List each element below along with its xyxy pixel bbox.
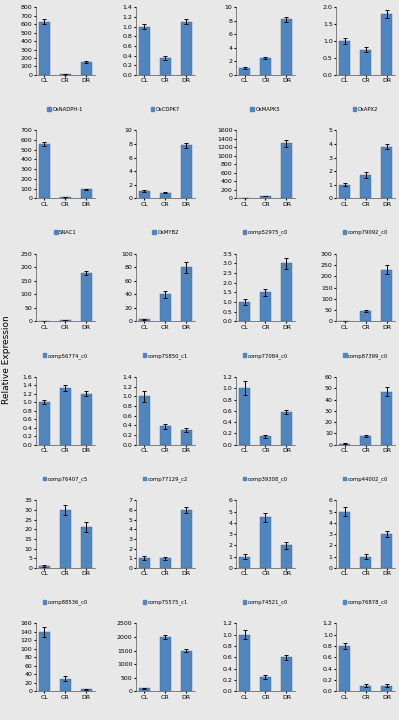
Bar xyxy=(260,436,271,445)
Bar xyxy=(360,436,371,445)
Legend: comp88536_c0: comp88536_c0 xyxy=(42,599,89,606)
Bar xyxy=(360,50,371,75)
Bar xyxy=(160,558,171,568)
Bar xyxy=(181,22,192,75)
Legend: comp77129_c2: comp77129_c2 xyxy=(142,476,189,482)
Bar xyxy=(239,557,250,568)
Bar xyxy=(260,58,271,75)
Bar xyxy=(139,320,150,321)
Bar xyxy=(39,144,50,198)
Bar xyxy=(281,545,292,568)
Legend: comp79092_c0: comp79092_c0 xyxy=(342,229,389,236)
Bar xyxy=(339,444,350,445)
Legend: OsCDPK7: OsCDPK7 xyxy=(150,106,181,112)
Legend: comp52975_c0: comp52975_c0 xyxy=(242,229,289,236)
Bar xyxy=(59,197,71,198)
Bar xyxy=(339,184,350,198)
Bar xyxy=(281,143,292,198)
Bar xyxy=(381,14,392,75)
Bar xyxy=(139,27,150,75)
Bar xyxy=(381,392,392,445)
Legend: SNAC1: SNAC1 xyxy=(53,229,77,235)
Legend: OsAPX2: OsAPX2 xyxy=(352,106,379,112)
Bar xyxy=(260,196,271,198)
Legend: OsMAPK5: OsMAPK5 xyxy=(250,106,281,112)
Bar xyxy=(139,688,150,691)
Bar xyxy=(39,632,50,691)
Bar xyxy=(139,558,150,568)
Bar xyxy=(281,657,292,691)
Bar xyxy=(59,678,71,691)
Legend: comp76878_c0: comp76878_c0 xyxy=(342,599,389,606)
Bar xyxy=(239,388,250,445)
Bar xyxy=(239,302,250,321)
Bar xyxy=(39,566,50,568)
Legend: OsMYB2: OsMYB2 xyxy=(152,229,179,235)
Bar xyxy=(160,193,171,198)
Legend: comp75575_c1: comp75575_c1 xyxy=(142,599,189,606)
Bar xyxy=(81,689,92,691)
Bar xyxy=(181,145,192,198)
Bar xyxy=(381,269,392,321)
Bar xyxy=(139,396,150,445)
Bar xyxy=(239,68,250,75)
Bar xyxy=(339,646,350,691)
Bar xyxy=(59,320,71,321)
Bar xyxy=(381,685,392,691)
Bar xyxy=(360,311,371,321)
Bar xyxy=(360,175,371,198)
Legend: comp87399_c0: comp87399_c0 xyxy=(342,353,389,359)
Bar xyxy=(339,41,350,75)
Bar xyxy=(39,402,50,445)
Bar xyxy=(59,510,71,568)
Legend: comp44002_c0: comp44002_c0 xyxy=(342,476,389,482)
Bar xyxy=(81,527,92,568)
Bar xyxy=(160,58,171,75)
Legend: comp75850_c1: comp75850_c1 xyxy=(142,353,189,359)
Bar xyxy=(181,430,192,445)
Bar xyxy=(281,19,292,75)
Bar xyxy=(260,517,271,568)
Bar xyxy=(339,511,350,568)
Bar xyxy=(59,387,71,445)
Bar xyxy=(181,510,192,568)
Bar xyxy=(360,685,371,691)
Bar xyxy=(181,267,192,321)
Bar xyxy=(181,651,192,691)
Legend: comp74521_c0: comp74521_c0 xyxy=(242,599,289,606)
Bar xyxy=(139,192,150,198)
Legend: comp56774_c0: comp56774_c0 xyxy=(42,353,89,359)
Bar xyxy=(160,294,171,321)
Bar xyxy=(160,637,171,691)
Bar xyxy=(81,189,92,198)
Bar xyxy=(81,62,92,75)
Legend: OsNADPH-1: OsNADPH-1 xyxy=(47,106,84,112)
Bar xyxy=(381,534,392,568)
Bar xyxy=(260,677,271,691)
Bar xyxy=(360,557,371,568)
Legend: comp77084_c0: comp77084_c0 xyxy=(242,353,289,359)
Text: Relative Expression: Relative Expression xyxy=(2,315,11,405)
Bar xyxy=(160,426,171,445)
Bar xyxy=(281,264,292,321)
Legend: comp76407_c5: comp76407_c5 xyxy=(42,476,89,482)
Bar xyxy=(39,22,50,75)
Bar xyxy=(260,292,271,321)
Bar xyxy=(239,635,250,691)
Legend: comp39308_c0: comp39308_c0 xyxy=(242,476,289,482)
Bar xyxy=(281,412,292,445)
Bar xyxy=(81,273,92,321)
Bar xyxy=(381,147,392,198)
Bar xyxy=(81,394,92,445)
